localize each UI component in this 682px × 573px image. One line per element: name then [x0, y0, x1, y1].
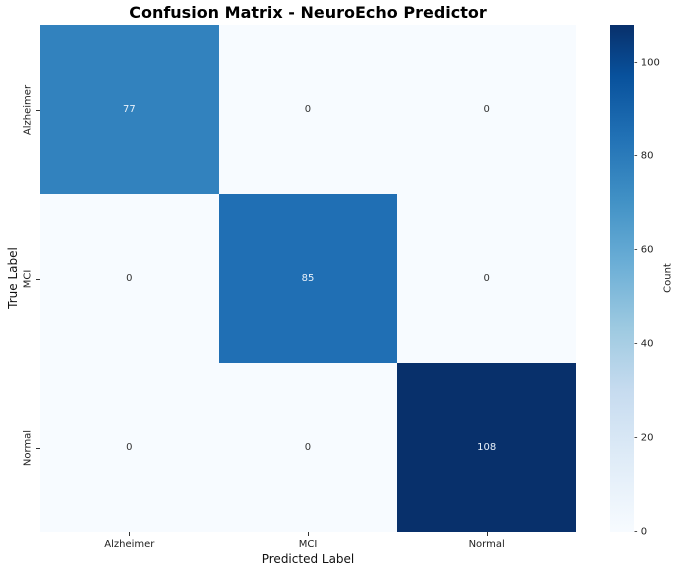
x-tick-label: MCI: [298, 539, 318, 550]
colorbar: [610, 25, 634, 532]
y-tick-label: Normal: [22, 429, 34, 466]
heatmap-cell: 108: [397, 363, 576, 532]
cell-value: 85: [301, 273, 315, 284]
x-tick-label: Normal: [468, 539, 505, 550]
heatmap-cell: 0: [397, 25, 576, 194]
x-axis-label: Predicted Label: [261, 552, 355, 566]
x-tick-mark: [129, 532, 131, 536]
cell-value: 0: [126, 273, 133, 284]
heatmap-cell: 77: [40, 25, 219, 194]
colorbar-tick-label: - 100: [634, 57, 660, 69]
x-tick-mark: [308, 532, 309, 536]
y-tick-label: MCI: [22, 269, 34, 288]
heatmap-cell: 0: [397, 194, 576, 363]
confusion-matrix-heatmap: 77 0 0 0 85 0 0 0 108: [40, 25, 576, 532]
x-tick-label: Alzheimer: [104, 539, 155, 550]
heatmap-cell: 0: [218, 363, 398, 532]
colorbar-label: Count: [662, 263, 674, 293]
y-tick-mark: [36, 278, 40, 280]
x-tick-mark: [486, 532, 488, 536]
y-tick-mark: [36, 447, 40, 449]
heatmap-cell: 0: [40, 194, 219, 363]
colorbar-tick-label: - 20: [634, 432, 654, 444]
chart-title: Confusion Matrix - NeuroEcho Predictor: [129, 3, 487, 22]
colorbar-tick-label: - 40: [634, 338, 654, 350]
heatmap-cell: 85: [218, 194, 398, 363]
cell-value: 0: [483, 273, 490, 284]
cell-value: 0: [304, 104, 312, 115]
y-tick-label: Alzheimer: [22, 84, 34, 135]
heatmap-cell: 0: [218, 25, 398, 194]
cell-value: 0: [304, 442, 312, 453]
colorbar-tick-label: - 80: [634, 150, 654, 162]
cell-value: 77: [122, 104, 136, 115]
colorbar-tick-label: - 0: [634, 526, 648, 538]
y-axis-label: True Label: [6, 247, 20, 309]
heatmap-cell: 0: [40, 363, 219, 532]
cell-value: 108: [477, 442, 497, 453]
y-tick-mark: [36, 109, 40, 111]
cell-value: 0: [483, 104, 490, 115]
cell-value: 0: [126, 442, 133, 453]
colorbar-tick-label: - 60: [634, 244, 654, 256]
